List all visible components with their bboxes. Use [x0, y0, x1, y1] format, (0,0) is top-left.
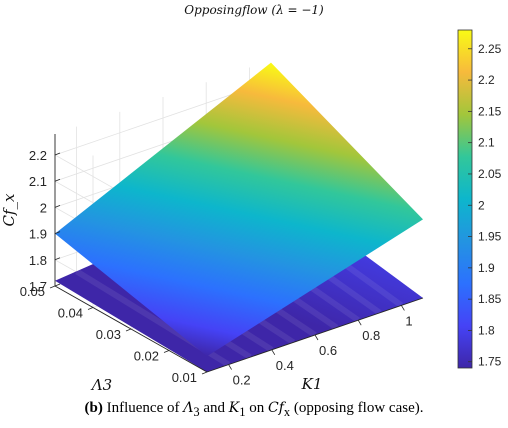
z-tick-mark — [54, 283, 61, 287]
caption-sub-k: 1 — [239, 405, 246, 419]
y-tick-label: 0.02 — [134, 349, 159, 364]
z-tick-mark — [54, 152, 61, 156]
z-tick-label: 2.2 — [29, 148, 47, 163]
colorbar-tick-label: 1.9 — [478, 261, 495, 275]
caption-symbol-cf: Cf — [268, 400, 284, 416]
y-tick-mark — [163, 350, 170, 353]
colorbar-tick-label: 1.85 — [478, 292, 502, 306]
surfaces — [55, 62, 423, 372]
x-tick-label: 0.6 — [319, 343, 337, 358]
colorbar-ticks: 1.75 1.8 1.85 1.9 1.95 2 2.05 2.1 2.15 2.2 2.25 — [468, 42, 502, 369]
caption-sub-cf: x — [283, 405, 291, 419]
x-tick-mark — [271, 349, 276, 356]
y-tick-mark — [201, 371, 208, 375]
colorbar-tick-label: 1.75 — [478, 355, 502, 369]
caption-sub-lambda: 3 — [193, 405, 200, 419]
x-axis-label: K1 — [301, 375, 323, 393]
caption-text-4: (opposing flow case). — [293, 400, 424, 416]
colorbar-tick-label: 2.15 — [478, 104, 502, 118]
caption-label: (b) — [84, 400, 103, 416]
colorbar-tick-label: 2.2 — [478, 73, 495, 87]
z-axis-label: Cf_x — [0, 193, 18, 227]
colorbar-tick-label: 2.05 — [478, 167, 502, 181]
x-tick-label: 0.2 — [233, 373, 251, 388]
x-tick-mark — [401, 305, 405, 311]
z-tick-mark — [54, 178, 61, 182]
axes: 1.7 1.8 1.9 2 2.1 2.2 0.01 0.02 0.03 0.04 0.05 0.2 0… — [20, 134, 424, 388]
chart-title: Opposingflow (λ = −1) — [184, 3, 324, 17]
colorbar-tick-label: 1.95 — [478, 230, 502, 244]
y-tick-mark — [125, 328, 132, 332]
z-tick-label: 2 — [40, 200, 47, 215]
z-tick-label: 1.7 — [29, 279, 47, 294]
surface-upper — [55, 62, 423, 357]
x-tick-mark — [357, 319, 362, 326]
x-tick-mark — [314, 334, 319, 341]
y-tick-mark — [87, 307, 94, 310]
z-tick-label: 1.8 — [29, 253, 47, 268]
x-tick-label: 0.8 — [362, 328, 380, 343]
x-tick-label: 0.4 — [276, 358, 294, 373]
caption-text-2: and — [203, 400, 226, 416]
figure-caption: (b) Influence of Λ3 and K1 on Cfx (oppos… — [0, 400, 508, 420]
z-tick-mark — [54, 231, 61, 234]
y-tick-label: 0.01 — [172, 370, 197, 385]
z-tick-mark — [54, 205, 61, 208]
caption-symbol-k: K — [228, 400, 240, 416]
x-tick-label: 1 — [405, 313, 412, 328]
z-tick-label: 1.9 — [29, 227, 47, 242]
colorbar-tick-label: 2.25 — [478, 42, 502, 56]
y-tick-label: 0.04 — [58, 306, 83, 321]
y-tick-label: 0.03 — [96, 327, 121, 342]
y-tick-mark — [49, 285, 56, 289]
colorbar-tick-label: 1.8 — [478, 323, 495, 337]
z-tick-label: 2.1 — [29, 174, 47, 189]
z-tick-mark — [54, 257, 61, 261]
caption-text-1: Influence of — [106, 400, 180, 416]
caption-symbol-lambda: Λ — [183, 400, 194, 416]
x-tick-mark — [228, 364, 232, 370]
colorbar — [457, 29, 473, 369]
colorbar-tick-label: 2 — [478, 198, 485, 212]
y-tick-label: 0.05 — [20, 284, 45, 299]
colorbar-tick-label: 2.1 — [478, 136, 495, 150]
caption-text-3: on — [249, 400, 265, 416]
y-axis-label: Λ3 — [90, 376, 112, 394]
